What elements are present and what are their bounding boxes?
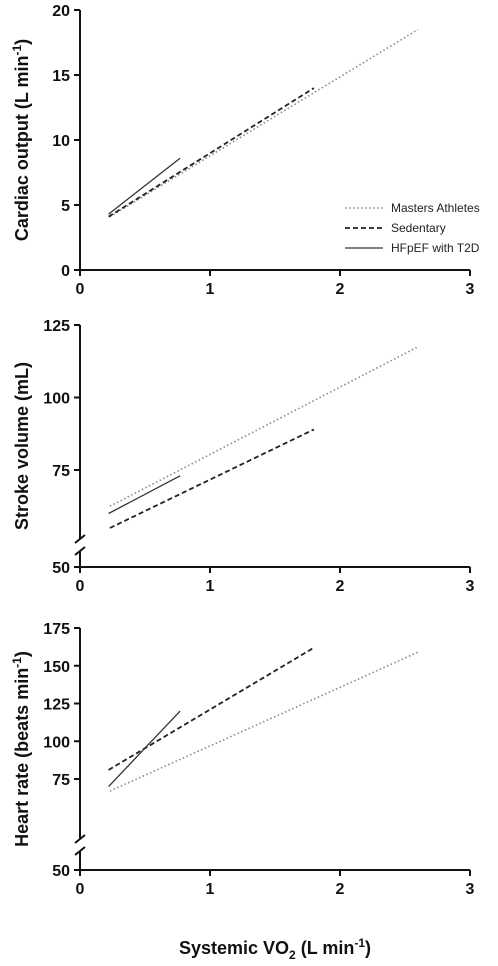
x-tick-label: 3: [466, 281, 475, 298]
series-line-solid: [108, 710, 181, 787]
y-tick-label: 0: [61, 263, 70, 280]
stroke-volume-panel: 50 75 100 125 0 1 2 3 Stroke volume (mL): [12, 318, 475, 595]
y-axis-title: Stroke volume (mL): [12, 362, 32, 530]
x-tick-label: 1: [206, 881, 215, 898]
y-tick-label: 75: [52, 463, 70, 480]
x-axis-title: Systemic VO2 (L min-1): [179, 936, 371, 962]
series-line-dotted: [109, 651, 419, 792]
axis-break-mark: [74, 534, 86, 544]
x-tick-label: 2: [336, 578, 345, 595]
y-tick-label: 20: [52, 3, 70, 20]
legend: Masters Athletes Sedentary HFpEF with T2D: [345, 201, 480, 255]
y-tick-label: 100: [43, 734, 70, 751]
series-line-dashed: [108, 646, 315, 771]
x-tick-label: 0: [76, 881, 85, 898]
y-tick-label: 125: [43, 318, 70, 335]
x-tick-label: 3: [466, 881, 475, 898]
series-line-dotted: [109, 346, 419, 507]
x-tick-label: 0: [76, 578, 85, 595]
cardiac-output-panel: 0 5 10 15 20 0 1 2 3 Cardiac output (L min-1): [10, 3, 475, 298]
legend-label: Sedentary: [391, 221, 446, 235]
y-axis-title: Cardiac output (L min-1): [10, 39, 32, 241]
x-tick-label: 1: [206, 281, 215, 298]
x-tick-label: 1: [206, 578, 215, 595]
x-tick-label: 2: [336, 881, 345, 898]
axis-break-mark: [74, 846, 86, 856]
x-tick-label: 0: [76, 281, 85, 298]
y-tick-label: 15: [52, 68, 70, 85]
legend-label: Masters Athletes: [391, 201, 480, 215]
series-line-solid: [108, 475, 181, 515]
series-line-solid: [108, 157, 181, 215]
y-tick-label: 100: [43, 391, 70, 408]
y-tick-label: 50: [52, 560, 70, 577]
x-tick-label: 2: [336, 281, 345, 298]
y-tick-label: 125: [43, 697, 70, 714]
heart-rate-panel: 50 75 100 125 150 175 0 1 2 3 Heart rate (beats mi…: [10, 621, 475, 962]
axis-break-mark: [74, 546, 86, 556]
series-line-dashed: [109, 428, 315, 529]
y-tick-label: 10: [52, 133, 70, 150]
y-tick-label: 50: [52, 863, 70, 880]
legend-label: HFpEF with T2D: [391, 241, 480, 255]
series-line-dotted: [109, 28, 419, 218]
y-tick-label: 5: [61, 198, 70, 215]
series-line-dashed: [108, 87, 315, 218]
axis-break-mark: [74, 834, 86, 844]
y-tick-label: 175: [43, 621, 70, 638]
x-tick-label: 3: [466, 578, 475, 595]
y-tick-label: 150: [43, 659, 70, 676]
y-tick-label: 75: [52, 772, 70, 789]
y-axis-title: Heart rate (beats min-1): [10, 651, 32, 847]
